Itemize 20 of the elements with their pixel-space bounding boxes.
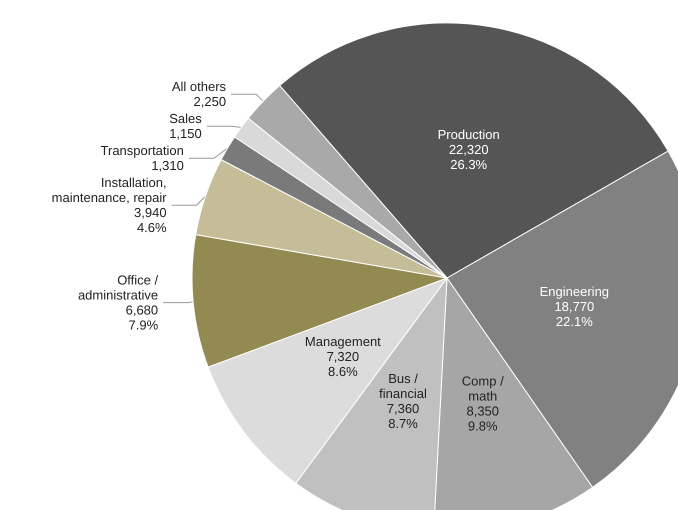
data-label: 6,680 7.9% xyxy=(126,302,159,333)
slice-label: Bus / financial xyxy=(379,370,427,401)
slice-label: Comp / math xyxy=(462,374,504,404)
slice-label: Sales xyxy=(169,111,202,126)
slice-label: Management xyxy=(304,334,382,350)
data-label: 7,320 8.6% xyxy=(326,349,360,380)
data-label: 7,360 8.7% xyxy=(386,400,420,431)
data-label: 22,320 26.3% xyxy=(448,142,489,172)
slice-label: Installation, maintenance, repair xyxy=(52,175,168,206)
data-label: 18,770 22.1% xyxy=(554,299,594,330)
slice-label: Office / administrative xyxy=(78,272,159,303)
data-label: 2,250 xyxy=(194,94,226,110)
slice-label: Production xyxy=(438,126,500,142)
data-label: 1,310 xyxy=(151,158,184,174)
slice-label: Engineering xyxy=(540,284,610,300)
slice-label: All others xyxy=(172,79,227,94)
slice-label: Transportation xyxy=(100,143,184,158)
data-label: 1,150 xyxy=(169,126,202,142)
data-label: 8,350 9.8% xyxy=(466,404,500,434)
data-label: 3,940 4.6% xyxy=(134,205,168,236)
